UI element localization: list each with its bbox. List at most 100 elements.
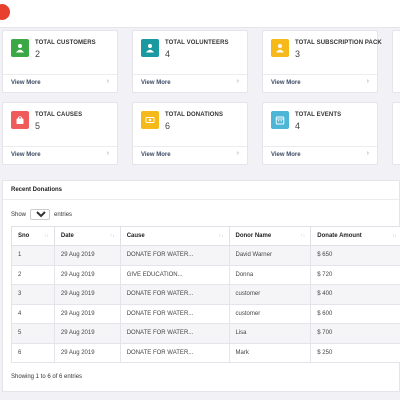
logo[interactable] — [0, 4, 10, 20]
card-value: 4 — [295, 121, 301, 131]
sort-icon: ↑↓ — [43, 233, 49, 239]
cell-donor-name: Mark — [228, 342, 312, 363]
divider — [133, 74, 247, 75]
sort-icon: ↑↓ — [218, 233, 224, 239]
card-total-causes: TOTAL CAUSES 5 View More › — [2, 102, 118, 165]
view-more-link[interactable]: View More — [271, 80, 301, 86]
view-more-link[interactable]: View More — [141, 152, 171, 158]
view-more-link[interactable]: View More — [141, 80, 171, 86]
cell-cause: DONATE FOR WATER... — [119, 245, 230, 266]
header-label: Donate Amount — [317, 233, 362, 239]
cell-donor-name: customer — [228, 284, 312, 305]
cell-date: 29 Aug 2019 — [53, 303, 121, 324]
card-value: 3 — [295, 49, 301, 59]
chevron-right-icon[interactable]: › — [106, 150, 109, 157]
card-title: TOTAL CAUSES — [35, 112, 83, 118]
cell-cause: DONATE FOR WATER... — [119, 323, 230, 344]
cell-donor-name: David Warner — [228, 245, 312, 266]
cell-date: 29 Aug 2019 — [53, 284, 121, 305]
header-label: Sno — [18, 233, 30, 239]
user-icon — [271, 39, 289, 57]
page-size-select[interactable]: 10 — [30, 209, 51, 220]
view-more-link[interactable]: View More — [11, 80, 41, 86]
cell-donate-amount: $ 400 — [310, 284, 400, 305]
card-total-donations: TOTAL DONATIONS 6 View More › — [132, 102, 248, 165]
cell-donate-amount: $ 600 — [310, 303, 400, 324]
show-label: Show — [11, 211, 27, 218]
chevron-right-icon[interactable]: › — [236, 78, 239, 85]
cell-date: 29 Aug 2019 — [53, 323, 121, 344]
divider — [263, 74, 377, 75]
cell-donate-amount: $ 250 — [310, 342, 400, 363]
view-more-link[interactable]: View More — [11, 152, 41, 158]
table-row: 3 29 Aug 2019 DONATE FOR WATER... custom… — [11, 284, 400, 305]
cell-sno: 5 — [11, 323, 55, 344]
card-title: TOTAL CUSTOMERS — [35, 40, 96, 46]
shopping-bag-icon — [11, 111, 29, 129]
calendar-icon — [271, 111, 289, 129]
card-total-subscription-pack: TOTAL SUBSCRIPTION PACK 3 View More › — [262, 30, 382, 93]
cell-donor-name: customer — [228, 303, 312, 324]
card-total-volunteers: TOTAL VOLUNTEERS 4 View More › — [132, 30, 248, 93]
cell-cause: GIVE EDUCATION... — [119, 264, 230, 285]
chevron-right-icon[interactable]: › — [106, 78, 109, 85]
chevron-right-icon[interactable]: › — [366, 150, 369, 157]
chevron-right-icon[interactable]: › — [236, 150, 239, 157]
cell-donate-amount: $ 720 — [310, 264, 400, 285]
recent-donations-panel: Recent Donations Show 10 entries Sno ↑↓ D… — [2, 180, 400, 392]
table-info-text: Showing 1 to 6 of 6 entries — [11, 374, 83, 380]
sort-icon: ↑↓ — [392, 233, 397, 239]
divider — [133, 146, 247, 147]
cell-donate-amount: $ 650 — [310, 245, 400, 266]
panel-title: Recent Donations — [11, 187, 63, 193]
header-label: Date — [60, 233, 74, 239]
card-total-customers: TOTAL CUSTOMERS 2 View More › — [2, 30, 118, 93]
card-title: TOTAL EVENTS — [295, 112, 342, 118]
top-bar — [0, 0, 400, 28]
card-partial-right — [392, 30, 400, 93]
card-value: 4 — [165, 49, 171, 59]
cell-donate-amount: $ 700 — [310, 323, 400, 344]
cell-cause: DONATE FOR WATER... — [119, 342, 230, 363]
table-row: 2 29 Aug 2019 GIVE EDUCATION... Donna $ … — [11, 264, 400, 285]
column-header-donate-amount[interactable]: Donate Amount ↑↓ — [310, 226, 400, 246]
card-title: TOTAL SUBSCRIPTION PACK — [295, 40, 382, 46]
cell-sno: 3 — [11, 284, 55, 305]
divider — [3, 146, 117, 147]
table-row: 1 29 Aug 2019 DONATE FOR WATER... David … — [11, 245, 400, 266]
card-value: 6 — [165, 121, 171, 131]
table-row: 6 29 Aug 2019 DONATE FOR WATER... Mark $… — [11, 342, 400, 363]
column-header-date[interactable]: Date ↑↓ — [53, 226, 121, 246]
chevron-right-icon[interactable]: › — [366, 78, 369, 85]
divider — [3, 74, 117, 75]
table-row: 4 29 Aug 2019 DONATE FOR WATER... custom… — [11, 303, 400, 324]
card-value: 2 — [35, 49, 41, 59]
divider — [3, 199, 399, 200]
cell-sno: 6 — [11, 342, 55, 363]
cell-sno: 4 — [11, 303, 55, 324]
cell-date: 29 Aug 2019 — [53, 264, 121, 285]
cell-donor-name: Lisa — [228, 323, 312, 344]
table-row: 5 29 Aug 2019 DONATE FOR WATER... Lisa $… — [11, 323, 400, 344]
card-title: TOTAL VOLUNTEERS — [165, 40, 229, 46]
card-total-events: TOTAL EVENTS 4 View More › — [262, 102, 378, 165]
card-title: TOTAL DONATIONS — [165, 112, 224, 118]
column-header-sno[interactable]: Sno ↑↓ — [11, 226, 55, 246]
cell-cause: DONATE FOR WATER... — [119, 284, 230, 305]
sort-icon: ↑↓ — [300, 233, 306, 239]
header-label: Donor Name — [235, 233, 272, 239]
sort-icon: ↑↓ — [109, 233, 115, 239]
card-value: 5 — [35, 121, 41, 131]
card-partial-right — [392, 102, 400, 165]
divider — [263, 146, 377, 147]
cell-date: 29 Aug 2019 — [53, 342, 121, 363]
column-header-cause[interactable]: Cause ↑↓ — [119, 226, 230, 246]
cell-cause: DONATE FOR WATER... — [119, 303, 230, 324]
column-header-donor-name[interactable]: Donor Name ↑↓ — [228, 226, 312, 246]
page-size-control: Show 10 entries — [11, 209, 72, 220]
header-label: Cause — [126, 233, 145, 239]
entries-label: entries — [54, 211, 73, 218]
cell-date: 29 Aug 2019 — [53, 245, 121, 266]
cell-donor-name: Donna — [228, 264, 312, 285]
view-more-link[interactable]: View More — [271, 152, 301, 158]
